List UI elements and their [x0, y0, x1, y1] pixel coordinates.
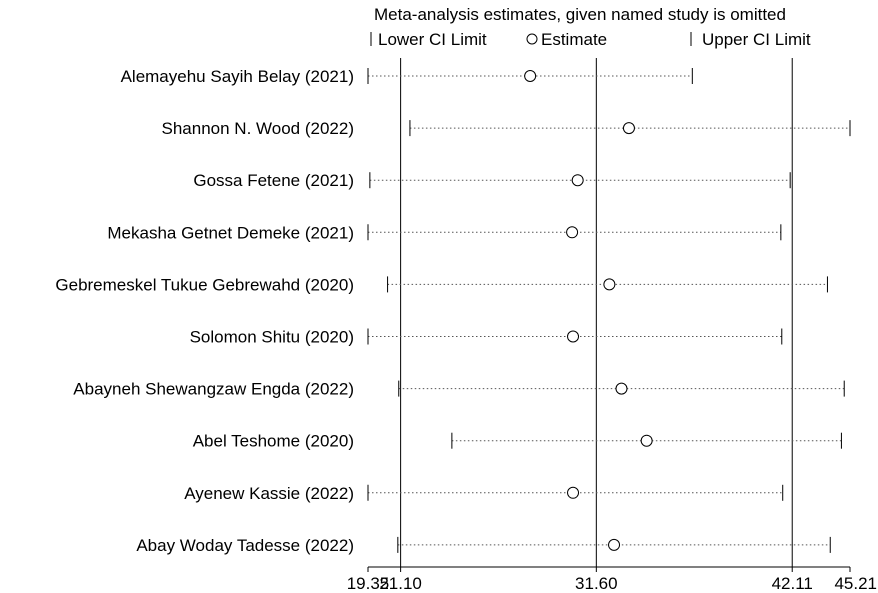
study-label: Abayneh Shewangzaw Engda (2022)	[73, 380, 354, 399]
legend-lower-label: Lower CI Limit	[378, 30, 487, 49]
x-tick-label: 19.35	[347, 574, 390, 593]
study-label: Shannon N. Wood (2022)	[162, 119, 354, 138]
estimate-marker	[567, 486, 580, 499]
study-label: Abel Teshome (2020)	[193, 432, 354, 451]
study-label: Ayenew Kassie (2022)	[184, 484, 354, 503]
estimate-marker	[622, 122, 635, 135]
study-label: Gebremeskel Tukue Gebrewahd (2020)	[55, 275, 354, 294]
estimate-marker	[640, 434, 653, 447]
chart-title: Meta-analysis estimates, given named stu…	[374, 5, 786, 24]
x-tick-label: 42.11	[772, 574, 813, 593]
study-row-3: Mekasha Getnet Demeke (2021)	[107, 223, 782, 242]
study-rows: Alemayehu Sayih Belay (2021) Shannon N. W…	[55, 67, 851, 555]
estimate-marker	[603, 278, 616, 291]
estimate-marker	[615, 382, 628, 395]
study-row-6: Abayneh Shewangzaw Engda (2022)	[73, 380, 845, 399]
study-row-8: Ayenew Kassie (2022)	[184, 484, 784, 503]
study-row-9: Abay Woday Tadesse (2022)	[136, 536, 831, 555]
study-label: Gossa Fetene (2021)	[193, 171, 354, 190]
estimate-marker	[608, 538, 621, 551]
estimate-marker	[566, 226, 579, 239]
legend-estimate-symbol	[526, 33, 538, 45]
study-row-7: Abel Teshome (2020)	[193, 432, 842, 451]
x-tick-label: 31.60	[575, 574, 618, 593]
estimate-marker	[567, 330, 580, 343]
study-row-5: Solomon Shitu (2020)	[190, 328, 783, 347]
study-row-0: Alemayehu Sayih Belay (2021)	[121, 67, 693, 86]
study-label: Alemayehu Sayih Belay (2021)	[121, 67, 354, 86]
reference-lines	[400, 58, 793, 567]
study-row-1: Shannon N. Wood (2022)	[162, 119, 851, 138]
study-row-4: Gebremeskel Tukue Gebrewahd (2020)	[55, 275, 828, 294]
estimate-marker	[524, 70, 537, 82]
study-label: Abay Woday Tadesse (2022)	[136, 536, 354, 555]
study-label: Mekasha Getnet Demeke (2021)	[107, 223, 354, 242]
legend-estimate-label: Estimate	[541, 30, 607, 49]
legend-upper-label: Upper CI Limit	[702, 30, 811, 49]
x-tick-label: 45.21	[834, 574, 877, 593]
x-tick-label: 21.10	[379, 574, 422, 593]
study-label: Solomon Shitu (2020)	[190, 328, 354, 347]
estimate-marker	[571, 174, 584, 187]
study-row-2: Gossa Fetene (2021)	[193, 171, 791, 190]
